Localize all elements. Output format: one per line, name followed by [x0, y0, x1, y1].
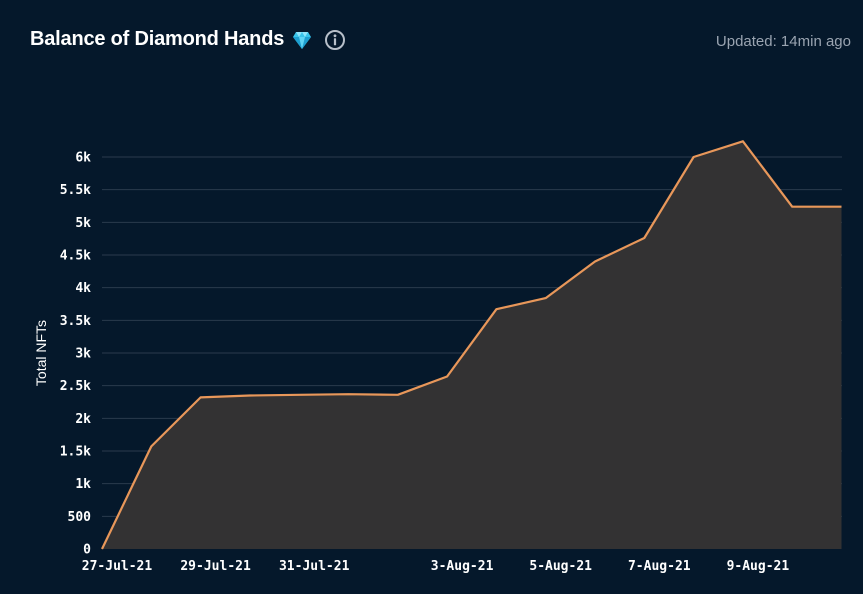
y-tick-label: 0: [83, 543, 91, 558]
series-line: [101, 140, 842, 550]
chart-header: Balance of Diamond Hands: [30, 28, 346, 51]
y-tick-label: 4.5k: [60, 249, 91, 264]
y-tick-label: 6k: [75, 151, 91, 166]
x-tick-label: 27-Jul-21: [82, 559, 153, 574]
y-tick-label: 5k: [75, 216, 91, 231]
y-tick-label: 2k: [75, 412, 91, 427]
x-tick-label: 5-Aug-21: [529, 559, 592, 574]
y-tick-label: 2.5k: [60, 379, 91, 394]
y-tick-label: 4k: [75, 281, 91, 296]
y-axis: 0 500 1k 1.5k 2k 2.5k 3k 3.5k 4k 4.5k 5k 5.5k 6k: [60, 151, 91, 558]
x-tick-label: 3-Aug-21: [431, 559, 494, 574]
y-tick-label: 1k: [75, 477, 91, 492]
y-tick-label: 5.5k: [60, 183, 91, 198]
x-tick-label: 31-Jul-21: [279, 559, 350, 574]
x-axis: 27-Jul-21 29-Jul-21 31-Jul-21 3-Aug-21 5-Aug…: [82, 559, 790, 574]
updated-timestamp: Updated: 14min ago: [715, 33, 851, 50]
chart-title: Balance of Diamond Hands: [30, 28, 285, 50]
x-tick-label: 9-Aug-21: [727, 559, 790, 574]
y-tick-label: 1.5k: [60, 445, 91, 460]
area-layer: [102, 141, 842, 550]
line-layer: [101, 140, 842, 550]
x-tick-label: 7-Aug-21: [628, 559, 691, 574]
y-axis-label: Total NFTs: [33, 320, 49, 386]
gem-icon: [292, 30, 312, 50]
y-tick-label: 500: [68, 510, 92, 525]
y-tick-label: 3k: [75, 347, 91, 362]
y-tick-label: 3.5k: [60, 314, 91, 329]
x-tick-label: 29-Jul-21: [180, 559, 251, 574]
series-area: [102, 141, 842, 550]
info-icon[interactable]: [324, 29, 346, 51]
